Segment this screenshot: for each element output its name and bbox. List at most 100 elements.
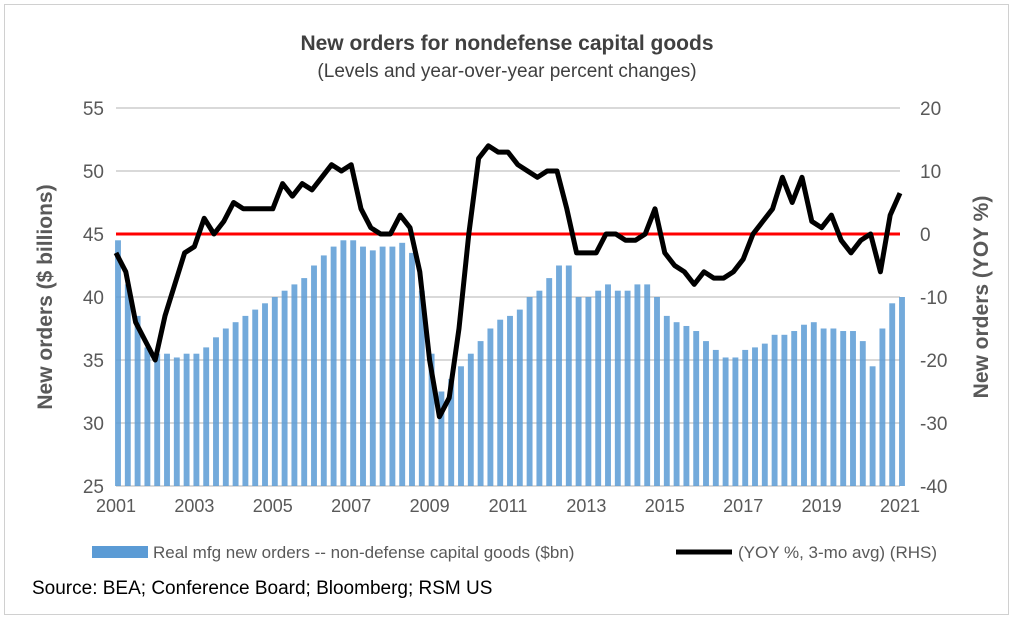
- bar: [859, 341, 866, 486]
- bar: [840, 331, 847, 486]
- bar: [752, 347, 758, 486]
- bar: [595, 290, 602, 486]
- bar: [134, 315, 141, 486]
- bar: [369, 250, 376, 486]
- bar: [458, 366, 464, 486]
- bar: [693, 331, 700, 486]
- bar: [389, 246, 396, 486]
- bar: [379, 246, 386, 486]
- bar: [565, 265, 572, 486]
- bar: [154, 353, 161, 486]
- bar: [663, 315, 670, 486]
- bar: [879, 328, 886, 486]
- bar: [830, 328, 837, 486]
- bar: [761, 343, 768, 486]
- y2-tick-label: -40: [920, 477, 947, 498]
- y2-tick-label: -10: [920, 288, 947, 309]
- bar: [438, 391, 445, 486]
- bar: [320, 255, 327, 486]
- bar: [673, 322, 680, 486]
- x-tick-label: 2009: [410, 496, 450, 516]
- bar: [556, 265, 562, 486]
- bar: [428, 353, 435, 486]
- bar: [526, 297, 533, 486]
- y-tick-label: 35: [83, 351, 104, 372]
- y2-tick-label: 10: [920, 162, 941, 183]
- y-tick-label: 25: [83, 477, 104, 498]
- bar: [350, 240, 357, 486]
- bar: [262, 303, 268, 486]
- bar: [213, 337, 219, 486]
- bar: [360, 246, 366, 486]
- bar: [173, 357, 180, 486]
- yoy-line: [113, 143, 903, 420]
- chart-title: New orders for nondefense capital goods: [300, 32, 713, 55]
- bar: [271, 297, 278, 486]
- x-tick-label: 2003: [174, 496, 214, 516]
- bar: [703, 341, 709, 486]
- bar: [164, 353, 170, 486]
- bar: [487, 328, 494, 486]
- bar: [722, 357, 729, 486]
- y-axis-label: New orders ($ billions): [34, 184, 57, 409]
- bar: [634, 284, 641, 486]
- bar: [644, 284, 651, 486]
- bar: [203, 347, 210, 486]
- legend: Real mfg new orders -- non-defense capit…: [92, 543, 937, 562]
- x-tick-label: 2011: [489, 496, 528, 516]
- y2-tick-label: 20: [920, 99, 941, 120]
- bar: [585, 297, 592, 486]
- bar: [232, 322, 239, 486]
- bar: [712, 349, 719, 486]
- bar: [683, 325, 690, 486]
- bar: [242, 315, 249, 486]
- bar: [810, 322, 817, 486]
- bar: [399, 242, 406, 486]
- bar: [448, 378, 455, 486]
- legend-bar-label: Real mfg new orders -- non-defense capit…: [153, 543, 574, 562]
- x-tick-label: 2001: [96, 496, 136, 516]
- bar: [516, 309, 523, 486]
- bar: [899, 297, 905, 486]
- bar: [605, 284, 611, 486]
- bar: [654, 297, 660, 486]
- bar: [624, 290, 631, 486]
- x-tick-label: 2019: [802, 496, 842, 516]
- y-tick-label: 55: [83, 99, 104, 120]
- bar: [340, 240, 347, 486]
- bar: [497, 319, 504, 486]
- bar: [546, 278, 553, 486]
- bar: [507, 315, 513, 486]
- bar: [614, 290, 621, 486]
- bar: [418, 290, 425, 486]
- y-tick-label: 50: [83, 162, 104, 183]
- y2-tick-label: 0: [920, 225, 931, 246]
- bar: [409, 252, 415, 486]
- bar: [144, 347, 151, 486]
- bar: [791, 331, 798, 486]
- bar: [801, 324, 807, 486]
- bar: [311, 265, 317, 486]
- bar: [330, 246, 337, 486]
- source-note: Source: BEA; Conference Board; Bloomberg…: [32, 578, 493, 599]
- y2-axis-label: New orders (YOY %): [970, 196, 993, 399]
- bar: [183, 353, 190, 486]
- y2-tick-label: -30: [920, 414, 947, 435]
- bar: [575, 297, 582, 486]
- y-tick-label: 40: [83, 288, 104, 309]
- bar: [124, 284, 131, 486]
- bar: [536, 290, 543, 486]
- bar: [193, 353, 200, 486]
- bar: [742, 349, 749, 486]
- bar: [771, 334, 778, 486]
- x-tick-label: 2021: [880, 496, 920, 516]
- bar: [820, 328, 827, 486]
- x-tick-label: 2017: [723, 496, 763, 516]
- bar: [869, 366, 876, 486]
- y2-tick-label: -20: [920, 351, 947, 372]
- bar: [252, 309, 259, 486]
- legend-bar-swatch: [92, 546, 148, 558]
- bar: [115, 240, 121, 486]
- x-tick-label: 2013: [566, 496, 606, 516]
